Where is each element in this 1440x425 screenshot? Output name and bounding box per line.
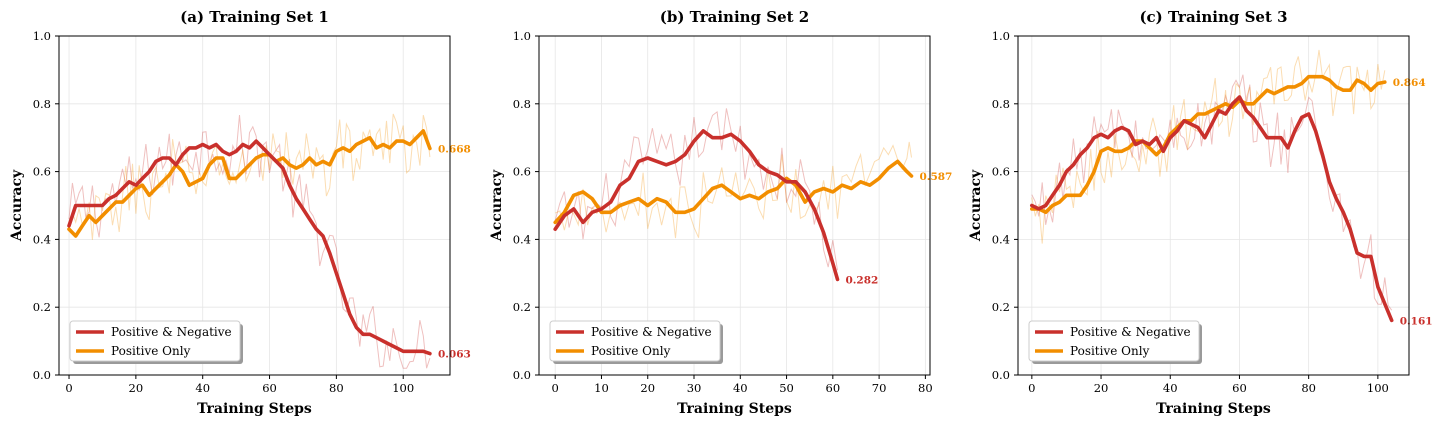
y-tick-label: 1.0 xyxy=(33,29,51,43)
x-tick-label: 0 xyxy=(1028,381,1035,395)
series-line-pos-only xyxy=(67,129,432,238)
x-tick-label: 100 xyxy=(392,381,414,395)
legend: Positive & Negative Positive Only xyxy=(549,320,723,364)
y-tick-label: 0.2 xyxy=(513,300,531,314)
legend-box xyxy=(1028,320,1200,362)
y-tick-label: 0.6 xyxy=(33,165,51,179)
y-axis-label: Accuracy xyxy=(489,169,505,242)
y-tick-label: 0.8 xyxy=(513,97,531,111)
raw-trace-pos-only xyxy=(555,141,912,239)
x-axis-label: Training Steps xyxy=(197,401,312,417)
y-tick-label: 0.2 xyxy=(992,300,1010,314)
x-axis-label: Training Steps xyxy=(1156,401,1271,417)
x-tick-label: 70 xyxy=(872,381,887,395)
y-tick-label: 0.2 xyxy=(33,300,51,314)
end-label-pos-neg: 0.063 xyxy=(438,349,471,361)
x-tick-label: 10 xyxy=(594,381,609,395)
x-tick-label: 80 xyxy=(1301,381,1316,395)
y-tick-label: 0.4 xyxy=(513,232,531,246)
axes-frame xyxy=(1017,35,1410,376)
raw-trace-pos-only xyxy=(68,113,431,240)
grid xyxy=(1018,35,1409,376)
axes-frame xyxy=(538,35,931,376)
y-axis-label: Accuracy xyxy=(9,169,25,242)
series-line-pos-only xyxy=(553,159,914,225)
x-tick-label: 40 xyxy=(733,381,748,395)
x-tick-label: 0 xyxy=(65,381,72,395)
x-tick-label: 30 xyxy=(687,381,702,395)
x-tick-label: 80 xyxy=(329,381,344,395)
legend-label-pos-only: Positive Only xyxy=(591,344,671,358)
legend-box xyxy=(69,320,241,362)
chart-title: (b) Training Set 2 xyxy=(660,8,809,26)
legend-label-pos-only: Positive Only xyxy=(111,344,191,358)
x-tick-label: 80 xyxy=(918,381,933,395)
legend-box xyxy=(549,320,721,362)
legend-label-pos-neg: Positive & Negative xyxy=(591,325,712,339)
raw-trace-pos-neg xyxy=(68,114,431,369)
series-line-pos-neg xyxy=(1030,95,1394,323)
y-tick-label: 0.8 xyxy=(992,97,1010,111)
y-tick-label: 0.4 xyxy=(992,232,1010,246)
x-tick-label: 60 xyxy=(262,381,277,395)
panel-a: 0.063 0.668 0 20 40 60 80 100 0.0 0.2 0.4 0.6 0.8 1.0… xyxy=(9,8,471,417)
end-label-pos-only: 0.587 xyxy=(919,171,952,183)
end-label-pos-only: 0.668 xyxy=(438,144,471,156)
raw-trace-pos-neg xyxy=(554,108,838,271)
y-tick-label: 0.4 xyxy=(33,232,51,246)
x-tick-label: 20 xyxy=(640,381,655,395)
legend-label-pos-neg: Positive & Negative xyxy=(111,325,232,339)
x-tick-label: 40 xyxy=(1163,381,1178,395)
legend: Positive & Negative Positive Only xyxy=(69,320,243,364)
series-line-pos-only xyxy=(1030,74,1387,215)
y-tick-label: 1.0 xyxy=(513,29,531,43)
legend: Positive & Negative Positive Only xyxy=(1028,320,1202,364)
legend-label-pos-neg: Positive & Negative xyxy=(1070,325,1191,339)
y-tick-label: 0.0 xyxy=(513,368,531,382)
y-tick-label: 0.8 xyxy=(33,97,51,111)
chart-title: (c) Training Set 3 xyxy=(1139,8,1287,26)
y-tick-label: 0.0 xyxy=(992,368,1010,382)
x-axis-label: Training Steps xyxy=(677,401,792,417)
legend-label-pos-only: Positive Only xyxy=(1070,344,1150,358)
y-tick-label: 0.6 xyxy=(992,165,1010,179)
end-label-pos-neg: 0.282 xyxy=(845,274,878,286)
y-tick-label: 0.0 xyxy=(33,368,51,382)
y-axis-label: Accuracy xyxy=(968,169,984,242)
raw-trace-pos-neg xyxy=(1031,74,1393,311)
y-tick-label: 0.6 xyxy=(513,165,531,179)
x-tick-label: 50 xyxy=(779,381,794,395)
x-tick-label: 60 xyxy=(826,381,841,395)
x-tick-label: 100 xyxy=(1367,381,1389,395)
x-tick-label: 40 xyxy=(195,381,210,395)
x-tick-label: 0 xyxy=(552,381,559,395)
panel-b: 0.282 0.587 0 10 20 30 40 50 60 70 80 0.0 0.2 0.4 0.6 0… xyxy=(489,8,952,417)
series-line-pos-neg xyxy=(67,139,432,356)
end-label-pos-neg: 0.161 xyxy=(1400,315,1433,327)
raw-trace-pos-only xyxy=(1031,49,1386,244)
axes-frame xyxy=(58,35,451,376)
x-tick-label: 60 xyxy=(1232,381,1247,395)
x-tick-label: 20 xyxy=(129,381,144,395)
y-tick-label: 1.0 xyxy=(992,29,1010,43)
x-tick-label: 20 xyxy=(1094,381,1109,395)
chart-title: (a) Training Set 1 xyxy=(180,8,329,26)
series-line-pos-neg xyxy=(553,129,840,282)
